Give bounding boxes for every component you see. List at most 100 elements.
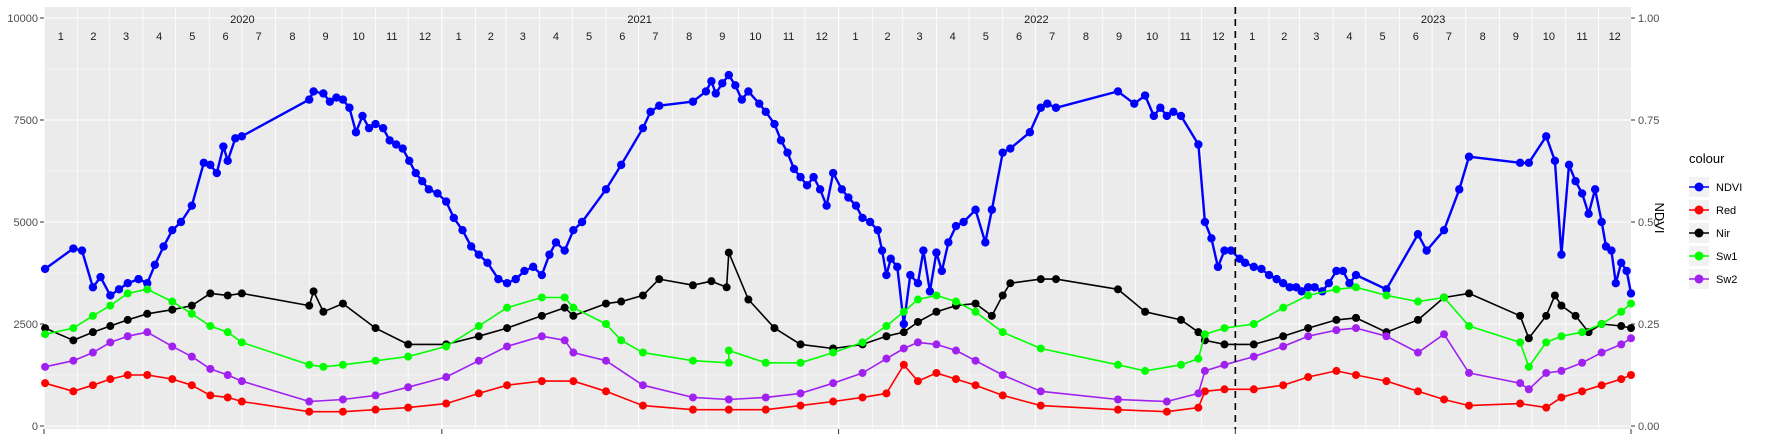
data-point-ndvi	[998, 148, 1007, 157]
data-point-sw2	[724, 395, 733, 404]
data-point-sw2	[1304, 332, 1313, 341]
data-point-ndvi	[1051, 103, 1061, 112]
data-point-sw2	[998, 371, 1007, 379]
data-point-red	[305, 407, 314, 416]
data-point-ndvi	[364, 123, 374, 133]
month-label: 5	[1380, 31, 1386, 43]
data-point-red	[1597, 381, 1606, 390]
data-point-red	[998, 391, 1007, 400]
data-point-ndvi	[212, 168, 222, 178]
data-point-ndvi	[646, 107, 655, 117]
right-tick-label: 0.25	[1638, 319, 1659, 331]
data-point-ndvi	[176, 217, 186, 227]
data-point-red	[206, 391, 215, 400]
data-point-ndvi	[828, 168, 838, 178]
data-point-sw2	[305, 397, 314, 406]
right-axis-title: NDVI	[1652, 202, 1667, 233]
data-point-sw1	[41, 330, 50, 339]
data-point-ndvi	[1324, 279, 1334, 288]
data-point-ndvi	[511, 274, 520, 284]
data-point-nir	[932, 307, 941, 316]
data-point-ndvi	[796, 172, 805, 182]
legend-item-sw2: Sw2	[1689, 269, 1737, 289]
data-point-sw2	[41, 362, 50, 371]
month-label: 11	[1576, 31, 1587, 43]
month-label: 3	[917, 31, 923, 43]
data-point-ndvi	[441, 197, 451, 206]
legend-key-point	[1694, 251, 1704, 261]
data-point-red	[1617, 375, 1626, 384]
data-point-nir	[237, 289, 246, 298]
data-point-ndvi	[1584, 209, 1593, 219]
data-point-red	[1557, 393, 1566, 402]
data-point-red	[638, 401, 647, 410]
data-point-ndvi	[371, 119, 380, 129]
month-label: 6	[619, 31, 625, 43]
data-point-ndvi	[844, 193, 853, 202]
data-point-sw2	[1465, 368, 1474, 377]
data-point-sw1	[569, 303, 578, 312]
month-label: 7	[256, 31, 262, 43]
legend-label: NDVI	[1716, 182, 1742, 194]
data-point-red	[1332, 366, 1341, 375]
data-point-sw1	[724, 346, 733, 355]
month-label: 2	[884, 31, 890, 43]
data-point-sw2	[1351, 324, 1360, 333]
data-point-ndvi	[1043, 99, 1052, 108]
data-point-ndvi	[1226, 246, 1236, 255]
data-point-sw1	[1249, 320, 1258, 328]
data-point-ndvi	[391, 140, 401, 149]
series-layer	[40, 7, 1636, 429]
data-point-ndvi	[418, 177, 427, 186]
data-point-sw1	[1465, 322, 1474, 331]
data-point-ndvi	[783, 148, 792, 157]
data-point-ndvi	[718, 79, 727, 88]
data-point-ndvi	[1345, 279, 1354, 288]
data-point-red	[1351, 371, 1360, 379]
data-point-ndvi	[815, 185, 825, 194]
data-point-ndvi	[150, 260, 160, 270]
data-point-nir	[474, 332, 483, 341]
data-point-ndvi	[655, 101, 664, 110]
data-point-sw2	[1332, 326, 1341, 335]
data-point-ndvi	[937, 266, 947, 276]
data-point-ndvi	[449, 213, 458, 223]
data-point-nir	[1006, 279, 1015, 288]
month-label: 1	[58, 31, 64, 43]
data-point-ndvi	[1617, 258, 1626, 267]
data-point-sw1	[474, 322, 483, 331]
data-point-ndvi	[528, 262, 538, 272]
data-point-ndvi	[1278, 279, 1288, 288]
data-point-sw1	[1516, 338, 1525, 347]
month-label: 12	[419, 31, 431, 43]
data-point-sw2	[560, 336, 569, 345]
data-point-sw2	[88, 348, 97, 357]
data-point-nir	[1113, 285, 1122, 294]
data-point-ndvi	[1257, 264, 1266, 274]
data-point-ndvi	[1272, 274, 1281, 284]
data-point-ndvi	[802, 181, 812, 190]
data-point-sw1	[829, 348, 838, 357]
data-point-nir	[655, 275, 664, 284]
legend-item-nir: Nir	[1689, 223, 1730, 243]
month-label: 10	[1543, 31, 1555, 43]
data-point-ndvi	[724, 70, 734, 80]
data-point-nir	[1351, 313, 1360, 322]
data-point-red	[1627, 371, 1635, 379]
data-point-ndvi	[1413, 230, 1423, 239]
left-tick-label: 5000	[14, 217, 38, 229]
series-red	[41, 360, 1635, 416]
data-point-nir	[1141, 307, 1150, 316]
data-point-sw2	[932, 340, 941, 349]
data-point-ndvi	[433, 189, 442, 198]
legend-item-sw1: Sw1	[1689, 246, 1737, 266]
data-point-sw1	[442, 342, 451, 351]
data-point-ndvi	[405, 156, 414, 165]
data-point-ndvi	[458, 225, 467, 235]
data-point-nir	[899, 328, 908, 337]
data-point-sw2	[338, 395, 347, 404]
data-point-red	[404, 403, 413, 412]
data-point-nir	[601, 299, 610, 308]
month-label: 12	[1212, 31, 1224, 43]
data-point-ndvi	[483, 258, 492, 267]
